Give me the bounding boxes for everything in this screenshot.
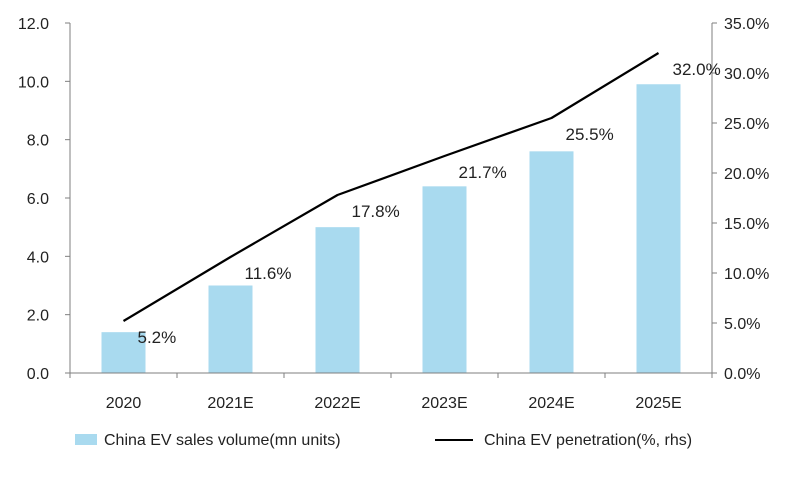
x-tick-label: 2023E [421, 395, 467, 412]
legend-swatch-bar [75, 434, 97, 445]
right-tick-label: 5.0% [724, 316, 760, 333]
right-tick-label: 0.0% [724, 366, 760, 383]
x-tick-label: 2022E [314, 395, 360, 412]
x-axis-ticks: 2020 2021E 2022E 2023E 2024E 2025E [69, 373, 713, 412]
left-tick-label: 12.0 [18, 16, 49, 33]
bar-series [101, 84, 681, 373]
line-data-label-2021E: 11.6% [245, 264, 292, 283]
line-data-label-2020: 5.2% [138, 328, 177, 347]
legend-label-bar: China EV sales volume(mn units) [104, 432, 341, 449]
right-axis-ticks: 0.0% 5.0% 10.0% 15.0% 20.0% 25.0% 30.0% 35.0% [712, 16, 769, 383]
bar-2023E [422, 186, 467, 373]
bar-2020 [101, 332, 146, 373]
right-tick-label: 10.0% [724, 266, 769, 283]
line-data-label-2024E: 25.5% [566, 125, 614, 144]
bar-2022E [315, 227, 360, 373]
left-tick-label: 10.0 [18, 74, 49, 91]
bar-2021E [208, 285, 253, 373]
left-axis-ticks: 0.0 2.0 4.0 6.0 8.0 10.0 12.0 [18, 16, 70, 383]
left-tick-label: 6.0 [27, 191, 49, 208]
x-tick-label: 2025E [635, 395, 681, 412]
x-tick-label: 2020 [106, 395, 142, 412]
right-tick-label: 35.0% [724, 16, 769, 33]
line-data-label-2023E: 21.7% [459, 163, 507, 182]
axes [69, 23, 713, 374]
x-tick-label: 2024E [528, 395, 574, 412]
left-tick-label: 0.0 [27, 366, 49, 383]
right-tick-label: 25.0% [724, 116, 769, 133]
right-tick-label: 30.0% [724, 66, 769, 83]
line-data-label-2025E: 32.0% [673, 60, 721, 79]
line-data-labels: 5.2% 11.6% 17.8% 21.7% 25.5% 32.0% [138, 60, 721, 347]
legend: China EV sales volume(mn units) China EV… [75, 432, 692, 449]
left-tick-label: 2.0 [27, 308, 49, 325]
x-tick-label: 2021E [207, 395, 253, 412]
penetration-line [122, 52, 660, 322]
bar-2025E [636, 84, 681, 373]
right-tick-label: 15.0% [724, 216, 769, 233]
bar-2024E [529, 151, 574, 373]
left-tick-label: 8.0 [27, 133, 49, 150]
line-data-label-2022E: 17.8% [352, 202, 400, 221]
legend-label-line: China EV penetration(%, rhs) [484, 432, 692, 449]
line-series [122, 52, 660, 322]
right-tick-label: 20.0% [724, 166, 769, 183]
left-tick-label: 4.0 [27, 249, 49, 266]
